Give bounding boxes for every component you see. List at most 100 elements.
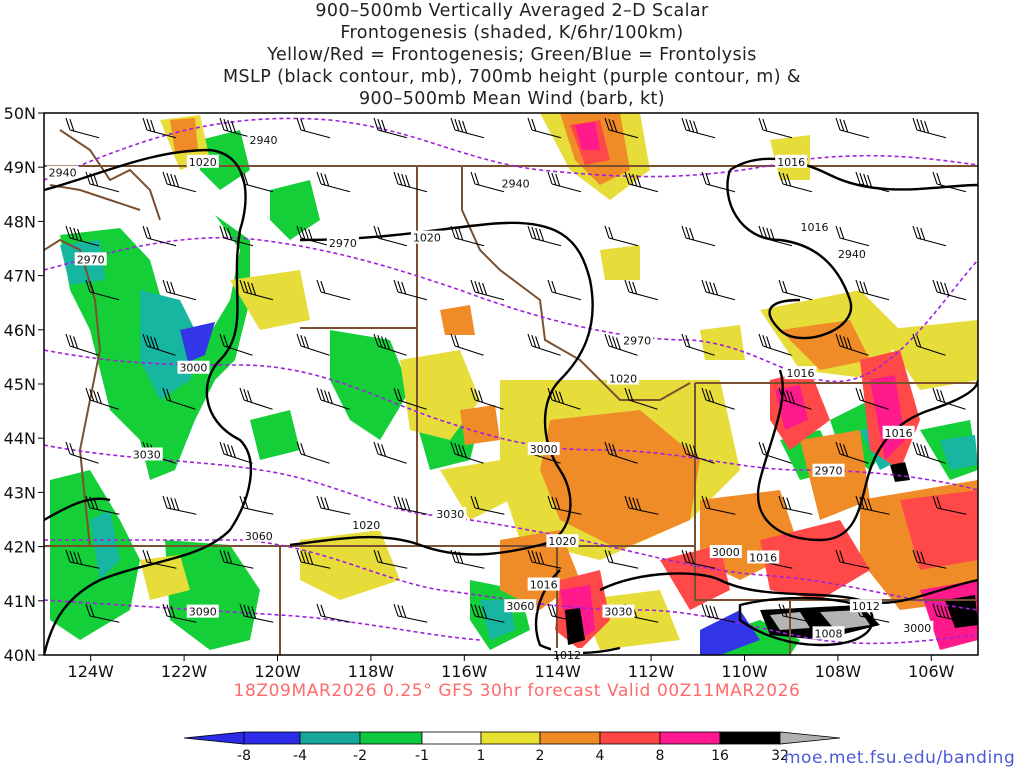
wind-barb <box>162 171 197 193</box>
wind-barb <box>296 333 330 356</box>
mslp-contour-label: 1020 <box>413 232 441 245</box>
contour-label-bg <box>709 545 742 559</box>
contour-label-bg <box>812 626 845 640</box>
wind-barb <box>450 333 484 356</box>
lat-label: 47N <box>4 267 36 286</box>
wind-barb <box>142 333 176 356</box>
wind-barb <box>778 171 813 193</box>
contour-label-bg <box>747 550 780 564</box>
wind-barb <box>701 171 736 193</box>
wind-barb <box>316 495 351 515</box>
wind-barb <box>373 549 408 569</box>
wind-barb <box>778 387 812 410</box>
lat-label: 43N <box>4 483 36 502</box>
wind-barb <box>65 117 100 139</box>
wind-barb <box>219 333 253 356</box>
wind-barb <box>701 279 736 301</box>
wind-barb <box>162 387 196 410</box>
wind-barb <box>681 225 716 247</box>
wind-barb <box>778 495 813 515</box>
colorbar-label: 8 <box>656 748 665 764</box>
contour-label-bg <box>812 463 845 477</box>
lon-label: 116W <box>441 662 488 681</box>
wind-barb <box>450 441 484 464</box>
wind-barbs <box>65 117 967 623</box>
wind-barb <box>758 117 793 139</box>
colorbar-segment <box>659 731 721 745</box>
contour-label-bg <box>186 154 219 168</box>
contour-label-bg <box>901 620 934 634</box>
wind-barb <box>162 279 197 301</box>
wind-barb <box>912 549 947 569</box>
lat-label: 40N <box>4 646 36 665</box>
height-contour-label: 2970 <box>77 253 105 266</box>
contour-label-bg <box>247 133 280 147</box>
wind-barb <box>239 603 274 623</box>
lat-label: 42N <box>4 538 36 557</box>
height-contour-label: 2970 <box>329 237 357 250</box>
wind-barb <box>681 117 716 139</box>
wind-barb <box>296 441 330 464</box>
colorbar-low-arrow <box>183 731 245 745</box>
lon-label: 124W <box>68 662 115 681</box>
colorbar-segment <box>599 731 661 745</box>
lat-label: 41N <box>4 592 36 611</box>
wind-barb <box>912 333 946 356</box>
colorbar-label: -2 <box>353 748 367 764</box>
contour-label-bg <box>546 534 579 548</box>
wind-barb <box>393 387 427 410</box>
colorbar-segment <box>480 731 541 745</box>
wind-barb <box>758 225 793 247</box>
lat-label: 45N <box>4 375 36 394</box>
credit-url[interactable]: moe.met.fsu.edu/banding <box>784 748 1016 768</box>
wind-barb <box>835 549 870 569</box>
wind-barb <box>142 225 177 247</box>
wind-barb <box>470 603 505 623</box>
wind-barb <box>373 333 407 356</box>
wind-barb <box>470 495 505 515</box>
wind-barb <box>681 441 715 464</box>
height-contour-label: 2970 <box>815 465 843 478</box>
wind-barb <box>527 333 561 356</box>
wind-barb <box>778 603 813 623</box>
wind-barb <box>85 171 120 193</box>
contour-label-bg <box>326 236 359 250</box>
mslp-contour-label: 1016 <box>530 579 558 592</box>
colorbar-label: 16 <box>711 748 729 764</box>
mslp-contour-label: 1016 <box>787 367 815 380</box>
lon-label: 118W <box>348 662 395 681</box>
contour-labels: 2940 1020 2940 2940 1016 1020 2970 1016 2940 2970… <box>46 133 934 662</box>
mslp-contour-label: 1020 <box>548 535 576 548</box>
colorbar-segment <box>539 731 601 745</box>
contour-label-bg <box>784 366 817 380</box>
wind-barb <box>604 225 639 247</box>
colorbar-label: 1 <box>477 748 486 764</box>
mslp-contour-label: 1020 <box>609 373 637 386</box>
height-contour-label: 3000 <box>712 546 740 559</box>
wind-barb <box>835 117 870 139</box>
height-contour-label: 3060 <box>245 530 273 543</box>
mslp-contour-label: 1016 <box>885 427 913 440</box>
wind-barb <box>547 603 582 623</box>
wind-barb <box>85 603 120 623</box>
contour-label-bg <box>177 360 210 374</box>
colorbar-label: 4 <box>596 748 605 764</box>
colorbar-label: -1 <box>415 748 429 764</box>
wind-barb <box>681 549 716 569</box>
wind-barb <box>219 441 253 464</box>
wind-barb <box>855 279 890 301</box>
wind-barb <box>624 279 659 301</box>
title-line-2: Frontogenesis (shaded, K/6hr/100km) <box>340 23 684 43</box>
lon-label: 112W <box>628 662 675 681</box>
wind-barb <box>219 225 254 247</box>
wind-barb <box>701 603 736 623</box>
mslp-contour-label: 1012 <box>852 600 880 613</box>
lat-label: 50N <box>4 104 36 123</box>
wind-barb <box>373 117 408 139</box>
wind-barb <box>393 495 428 515</box>
mslp-contour-label: 1008 <box>815 627 843 640</box>
colorbar-segment <box>359 731 423 745</box>
wind-barb <box>373 441 407 464</box>
wind-barb <box>932 603 967 623</box>
